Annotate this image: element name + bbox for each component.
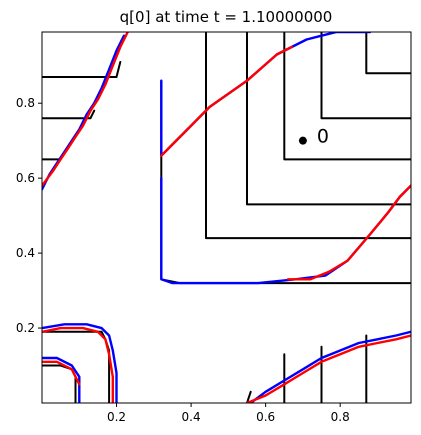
series-line-16 [160, 45, 293, 157]
x-axis: 0.2 0.4 0.6 0.8 [107, 403, 350, 424]
x-tick-label: 0.2 [107, 410, 126, 424]
series-line-10 [42, 364, 77, 403]
y-axis: 0.2 0.4 0.6 0.8 [16, 96, 42, 335]
series-line-6 [42, 61, 122, 78]
series-line-24 [42, 360, 81, 386]
series-layer [42, 32, 411, 403]
series-line-20 [42, 32, 129, 187]
x-tick-label: 0.4 [182, 410, 201, 424]
series-line-7 [42, 109, 96, 120]
series-line-1 [205, 32, 411, 240]
series-line-18 [286, 184, 411, 281]
series-line-23 [42, 356, 81, 403]
series-line-22 [42, 326, 115, 403]
y-tick-label: 0.2 [16, 321, 35, 335]
x-tick-label: 0.8 [331, 410, 350, 424]
marker-label: 0 [317, 126, 329, 148]
series-line-4 [320, 32, 411, 120]
series-line-26 [245, 334, 411, 403]
y-tick-label: 0.6 [16, 171, 35, 185]
y-tick-label: 0.8 [16, 96, 35, 110]
series-line-0 [160, 79, 411, 285]
series-line-5 [365, 32, 411, 75]
plot-frame [41, 31, 412, 404]
marker-layer: 0 [298, 126, 329, 148]
chart-title: q[0] at time t = 1.10000000 [120, 8, 333, 26]
series-line-3 [283, 32, 411, 161]
series-line-14 [246, 390, 252, 403]
marker-point [298, 136, 307, 145]
series-line-21 [42, 323, 118, 403]
series-line-19 [42, 34, 126, 191]
x-tick-label: 0.6 [256, 410, 275, 424]
series-line-15 [160, 32, 372, 157]
y-tick-label: 0.4 [16, 246, 35, 260]
series-line-25 [249, 330, 411, 403]
series-line-2 [246, 32, 411, 206]
